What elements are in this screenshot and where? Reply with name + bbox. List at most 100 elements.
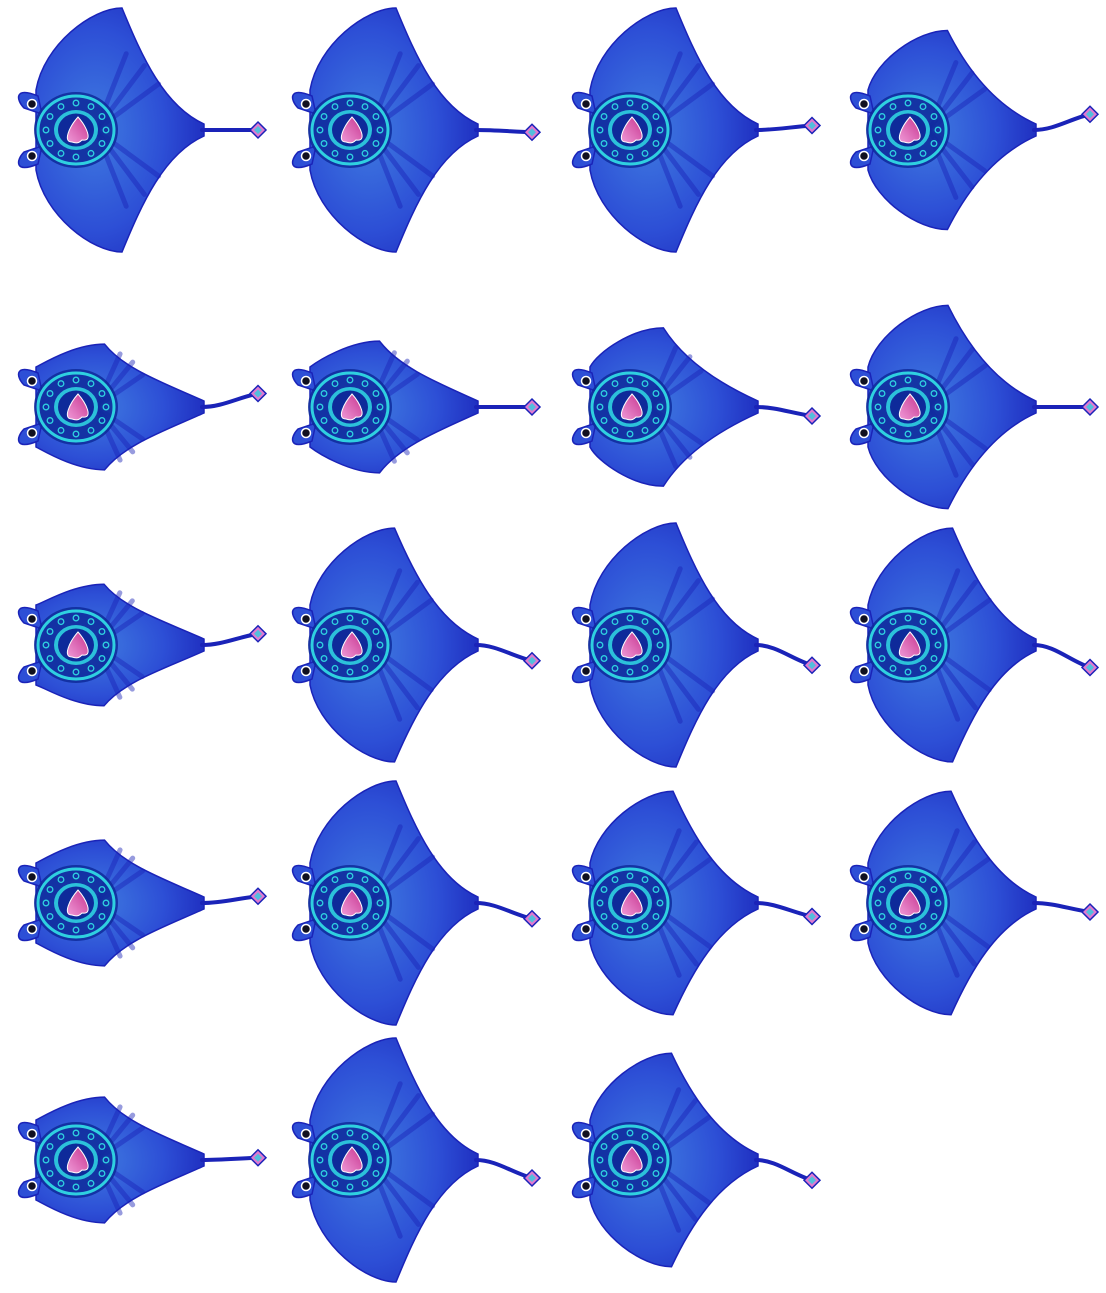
eye-icon — [858, 98, 870, 110]
eye-icon — [580, 613, 592, 625]
eye-icon — [26, 923, 38, 935]
eye-icon — [300, 427, 312, 439]
manta-tail — [200, 391, 260, 409]
manta-body — [589, 790, 759, 1016]
eye-icon — [858, 427, 870, 439]
manta-body — [309, 7, 479, 253]
heart-icon — [620, 631, 643, 659]
manta-body — [867, 790, 1037, 1016]
heart-icon — [66, 393, 89, 421]
eye-icon — [858, 613, 870, 625]
manta-frame — [291, 340, 542, 474]
manta-body — [867, 527, 1037, 763]
manta-tail — [754, 901, 814, 919]
manta-tail — [474, 643, 534, 663]
manta-tail — [754, 123, 814, 132]
manta-body — [589, 1052, 759, 1268]
manta-frame — [849, 527, 1100, 763]
eye-icon — [26, 150, 38, 162]
eye-icon — [858, 375, 870, 387]
manta-tail — [1032, 643, 1092, 670]
manta-frame — [571, 327, 822, 487]
manta-body — [35, 7, 205, 253]
manta-frame — [571, 7, 822, 253]
manta-body — [589, 327, 759, 487]
manta-frame — [571, 790, 822, 1016]
heart-icon — [66, 1146, 89, 1174]
manta-frame — [291, 527, 542, 763]
heart-icon — [340, 116, 363, 144]
manta-frame — [849, 304, 1100, 510]
eye-icon — [300, 150, 312, 162]
eye-icon — [26, 375, 38, 387]
eye-icon — [300, 1128, 312, 1140]
eye-icon — [26, 1180, 38, 1192]
eye-icon — [580, 375, 592, 387]
manta-frame — [17, 7, 268, 253]
heart-icon — [898, 116, 921, 144]
manta-frame — [17, 1096, 268, 1224]
heart-icon — [66, 889, 89, 917]
manta-tail — [200, 894, 260, 905]
eye-icon — [300, 375, 312, 387]
heart-icon — [66, 116, 89, 144]
manta-frame — [291, 7, 542, 253]
heart-icon — [340, 1146, 363, 1174]
manta-frame — [17, 343, 268, 471]
manta-tail — [1032, 901, 1092, 914]
eye-icon — [580, 427, 592, 439]
eye-icon — [580, 665, 592, 677]
eye-icon — [300, 871, 312, 883]
manta-body — [589, 522, 759, 768]
manta-tail — [754, 643, 814, 668]
eye-icon — [26, 1128, 38, 1140]
manta-tail — [200, 631, 260, 647]
manta-body — [309, 780, 479, 1026]
eye-icon — [300, 923, 312, 935]
heart-icon — [620, 393, 643, 421]
manta-tail — [474, 901, 534, 921]
eye-icon — [26, 98, 38, 110]
eye-icon — [26, 613, 38, 625]
eye-icon — [300, 613, 312, 625]
eye-icon — [26, 427, 38, 439]
eye-icon — [858, 923, 870, 935]
manta-body — [589, 7, 759, 253]
eye-icon — [580, 1180, 592, 1192]
manta-body — [309, 1037, 479, 1283]
heart-icon — [620, 889, 643, 917]
manta-body — [867, 29, 1037, 231]
heart-icon — [898, 393, 921, 421]
manta-frame — [571, 1052, 822, 1268]
manta-frame — [291, 780, 542, 1026]
manta-tail — [1032, 112, 1092, 132]
eye-icon — [300, 98, 312, 110]
eye-icon — [580, 871, 592, 883]
manta-tail — [754, 1158, 814, 1183]
eye-icon — [300, 1180, 312, 1192]
heart-icon — [340, 631, 363, 659]
manta-body — [867, 304, 1037, 510]
heart-icon — [620, 1146, 643, 1174]
eye-icon — [858, 150, 870, 162]
manta-body — [309, 527, 479, 763]
eye-icon — [580, 98, 592, 110]
manta-frame — [291, 1037, 542, 1283]
heart-icon — [340, 889, 363, 917]
eye-icon — [26, 871, 38, 883]
heart-icon — [66, 631, 89, 659]
manta-frame — [17, 839, 268, 967]
heart-icon — [898, 889, 921, 917]
heart-icon — [898, 631, 921, 659]
eye-icon — [300, 665, 312, 677]
manta-frame — [571, 522, 822, 768]
manta-frame — [17, 583, 268, 707]
eye-icon — [26, 665, 38, 677]
heart-icon — [340, 393, 363, 421]
manta-frame — [849, 29, 1100, 231]
eye-icon — [858, 871, 870, 883]
eye-icon — [580, 923, 592, 935]
heart-icon — [620, 116, 643, 144]
manta-frame — [849, 790, 1100, 1016]
